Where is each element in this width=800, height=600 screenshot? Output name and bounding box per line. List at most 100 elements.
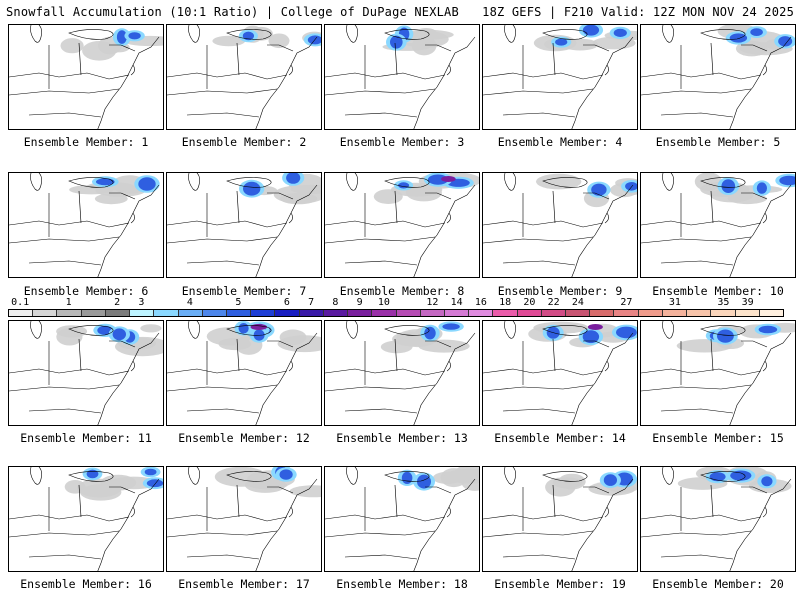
border-line xyxy=(236,190,240,224)
great-lakes-outline xyxy=(662,25,674,43)
light-snow-area xyxy=(95,184,146,197)
colorbar-tick: 18 xyxy=(499,297,512,308)
colorbar-swatch xyxy=(517,310,542,316)
light-snow-area xyxy=(400,29,454,40)
colorbar-swatch xyxy=(154,310,179,316)
great-lakes-outline xyxy=(504,173,516,191)
coastline xyxy=(255,36,318,129)
lake-erie-outline xyxy=(226,471,272,482)
state-borders xyxy=(483,321,634,425)
colorbar-swatch xyxy=(105,310,131,316)
border-line xyxy=(483,368,604,376)
border-line xyxy=(552,484,556,518)
ensemble-member-label: Ensemble Member: 12 xyxy=(178,431,310,445)
heavy-snow-area xyxy=(286,173,301,184)
great-lakes-outline xyxy=(188,321,200,339)
colorbar-swatch xyxy=(590,310,615,316)
lake-erie-outline xyxy=(226,325,272,336)
very-heavy-snow-area xyxy=(441,176,456,182)
ensemble-map-panel xyxy=(324,172,480,278)
colorbar-swatch xyxy=(638,310,663,316)
border-line xyxy=(167,530,278,538)
lake-erie-outline xyxy=(226,177,272,188)
heavy-snow-area xyxy=(238,323,249,334)
heavy-snow-area xyxy=(625,182,637,191)
colorbar-swatch xyxy=(9,310,34,316)
state-borders xyxy=(167,467,318,571)
colorbar-swatch xyxy=(662,310,688,316)
border-line xyxy=(109,486,136,494)
colorbar-tick: 27 xyxy=(620,297,633,308)
state-borders xyxy=(325,467,476,571)
colorbar-swatch xyxy=(759,310,783,316)
border-line xyxy=(109,340,136,348)
heavy-snow-area xyxy=(761,476,773,487)
border-line xyxy=(78,42,82,76)
light-snow-area xyxy=(82,41,117,61)
heavy-snow-area xyxy=(144,468,157,476)
colorbar-swatch xyxy=(299,310,324,316)
coastline xyxy=(446,506,451,518)
border-line xyxy=(710,338,714,372)
border-line xyxy=(78,484,82,518)
light-snow-area xyxy=(277,335,321,353)
border-line xyxy=(78,338,82,372)
coastline xyxy=(97,184,160,277)
colorbar-swatch xyxy=(57,310,82,316)
light-snow-area xyxy=(268,33,290,49)
map-title: Snowfall Accumulation (10:1 Ratio) | Col… xyxy=(6,5,459,19)
border-line xyxy=(109,192,136,200)
border-line xyxy=(325,72,446,80)
border-line xyxy=(167,88,278,96)
border-line xyxy=(167,220,288,228)
border-line xyxy=(660,554,734,560)
state-borders xyxy=(167,173,318,277)
heavy-snow-area xyxy=(730,470,752,481)
border-line xyxy=(394,42,398,76)
border-line xyxy=(583,44,610,52)
colorbar-swatch xyxy=(711,310,736,316)
state-borders xyxy=(325,173,476,277)
colorbar-swatch xyxy=(178,310,203,316)
border-line xyxy=(344,260,418,266)
border-line xyxy=(325,514,446,522)
coastline xyxy=(729,36,792,129)
ensemble-member-label: Ensemble Member: 15 xyxy=(652,431,784,445)
border-line xyxy=(660,112,734,118)
lake-erie-outline xyxy=(700,29,746,40)
ensemble-map-panel xyxy=(166,320,322,426)
border-line xyxy=(483,236,594,244)
great-lakes-outline xyxy=(504,25,516,43)
lake-erie-outline xyxy=(384,29,430,40)
ensemble-member-label: Ensemble Member: 2 xyxy=(181,135,307,149)
great-lakes-outline xyxy=(504,321,516,339)
colorbar-swatch xyxy=(130,310,155,316)
border-line xyxy=(325,220,446,228)
state-borders xyxy=(641,25,792,129)
ensemble-map-panel xyxy=(8,172,164,278)
coastline xyxy=(288,212,293,224)
border-line xyxy=(641,72,762,80)
ensemble-member-label: Ensemble Member: 18 xyxy=(336,577,468,591)
light-snow-area xyxy=(140,324,162,333)
state-borders xyxy=(325,321,476,425)
border-line xyxy=(483,384,594,392)
heavy-snow-area xyxy=(86,469,99,479)
border-line xyxy=(186,554,260,560)
colorbar-swatch xyxy=(202,310,227,316)
great-lakes-outline xyxy=(346,173,358,191)
lake-erie-outline xyxy=(542,471,588,482)
border-line xyxy=(483,88,594,96)
ensemble-map-panel xyxy=(640,24,796,130)
great-lakes-outline xyxy=(30,173,42,191)
border-line xyxy=(28,260,102,266)
border-line xyxy=(325,530,436,538)
ensemble-member-label: Ensemble Member: 6 xyxy=(23,284,149,298)
border-line xyxy=(583,486,610,494)
ensemble-member-label: Ensemble Member: 9 xyxy=(497,284,623,298)
border-line xyxy=(167,72,288,80)
coastline xyxy=(413,478,476,571)
border-line xyxy=(267,340,294,348)
heavy-snow-area xyxy=(116,30,127,44)
border-line xyxy=(186,408,260,414)
